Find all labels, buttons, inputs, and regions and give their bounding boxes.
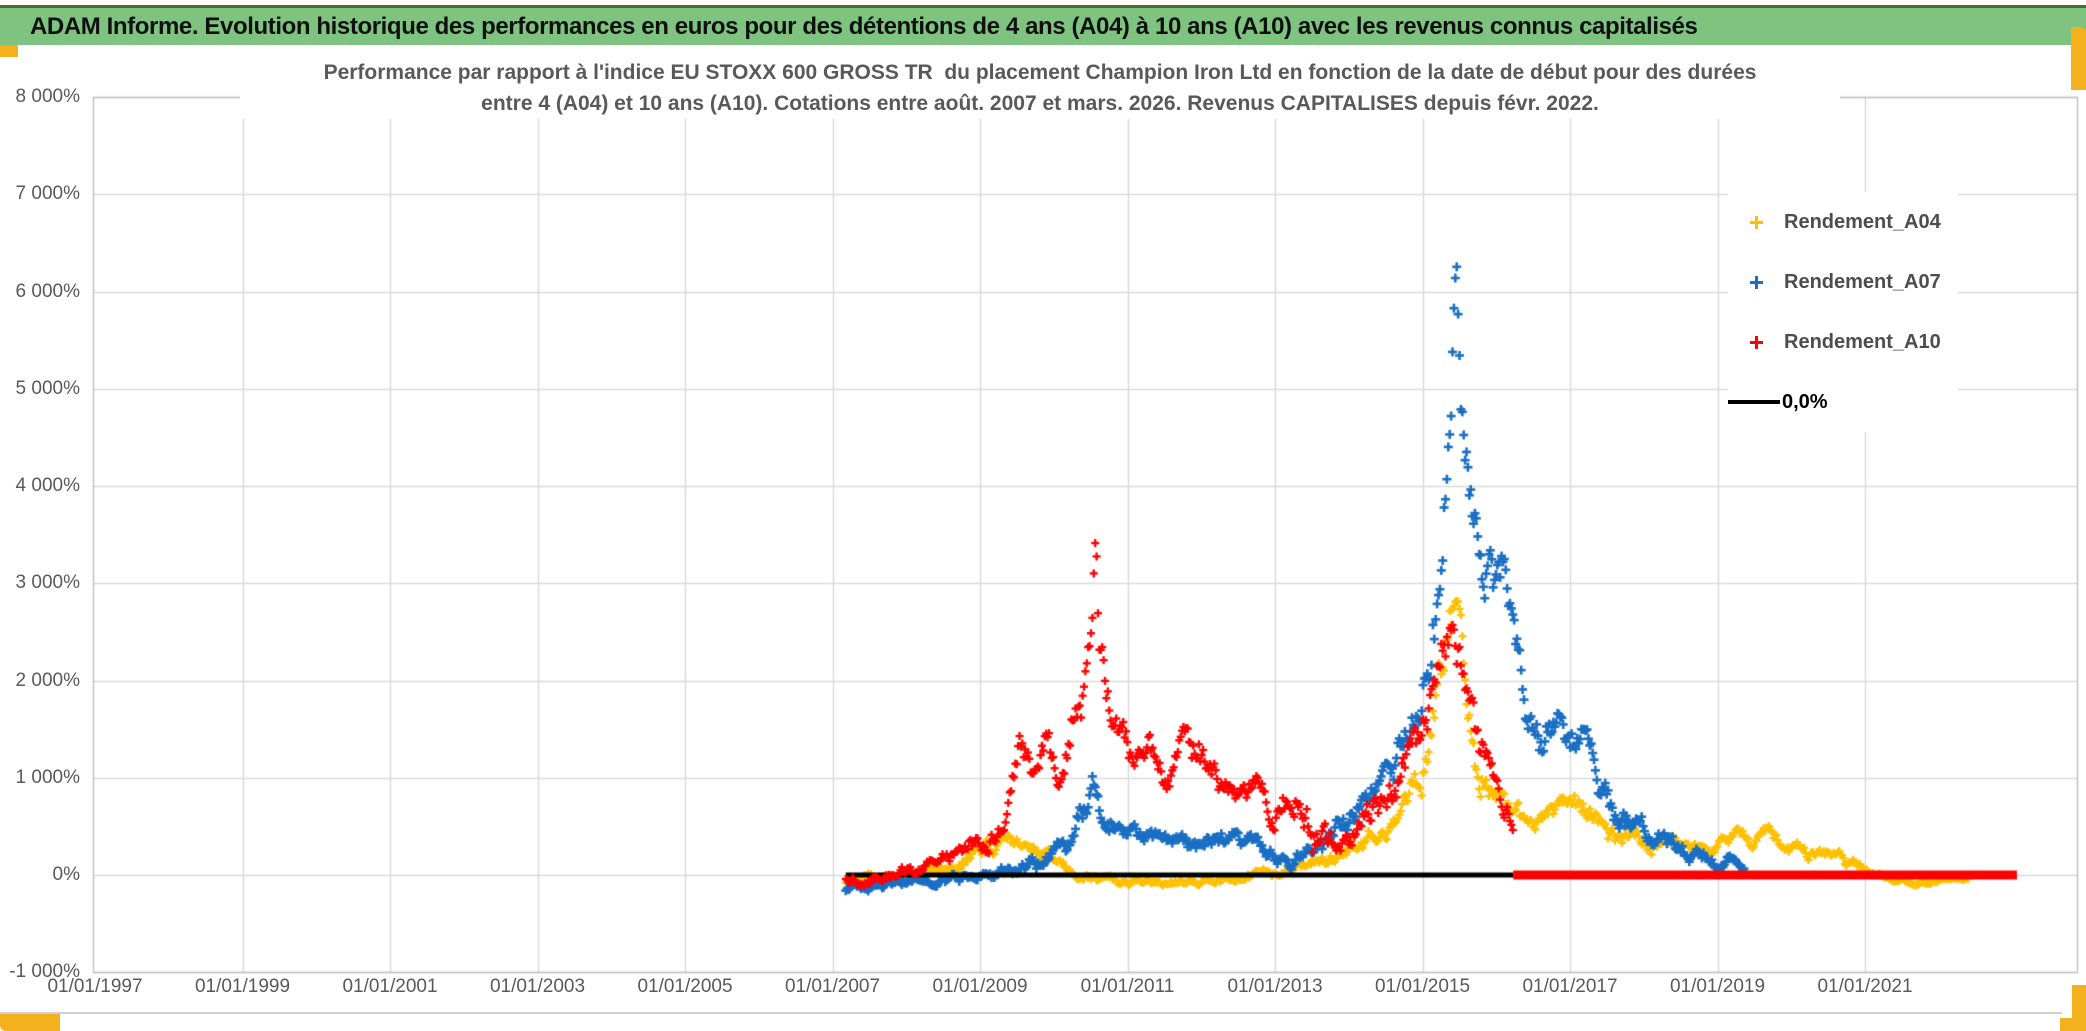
line-marker-icon — [1728, 400, 1780, 404]
y-axis-tick: -1 000% — [9, 961, 80, 983]
legend-item-zero-line[interactable]: 0,0% — [1728, 372, 1958, 432]
chart-title-line1: Performance par rapport à l'indice EU ST… — [323, 61, 1757, 84]
legend-label: 0,0% — [1782, 390, 1828, 413]
legend-item-rendement-a10[interactable]: Rendement_A10 — [1728, 312, 1958, 372]
y-axis-tick: 5 000% — [15, 377, 80, 399]
y-axis-tick: 1 000% — [15, 766, 80, 788]
y-axis-tick: 0% — [52, 864, 80, 885]
x-axis-tick: 01/01/2015 — [1374, 976, 1471, 997]
x-axis-tick: 01/01/2001 — [342, 976, 438, 997]
x-axis-tick: 01/01/1997 — [47, 976, 143, 997]
chart-title-line2: entre 4 (A04) et 10 ans (A10). Cotations… — [481, 92, 1599, 115]
plus-marker-icon — [1749, 335, 1764, 350]
plus-marker-icon — [1749, 215, 1764, 230]
x-axis-tick: 01/01/2011 — [1080, 976, 1175, 997]
x-axis-tick: 01/01/2005 — [637, 976, 733, 997]
x-axis-tick: 01/01/2009 — [932, 976, 1028, 997]
legend-label: Rendement_A04 — [1784, 210, 1941, 233]
legend-label: Rendement_A10 — [1784, 330, 1941, 353]
y-axis-tick: 6 000% — [15, 280, 80, 302]
y-axis-tick: 4 000% — [15, 475, 80, 496]
chart-legend[interactable]: Rendement_A04 Rendement_A07 Rendement_A1… — [1728, 192, 1958, 432]
x-axis-tick: 01/01/2013 — [1227, 976, 1323, 997]
legend-label: Rendement_A07 — [1784, 270, 1941, 293]
x-axis-tick: 01/01/2017 — [1522, 976, 1618, 997]
x-axis-tick: 01/01/2021 — [1817, 976, 1913, 997]
y-axis-tick: 8 000% — [15, 86, 80, 107]
x-axis-tick: 01/01/2003 — [489, 976, 586, 997]
x-axis-tick: 01/01/2019 — [1669, 976, 1766, 997]
x-axis-tick: 01/01/2007 — [784, 976, 881, 997]
legend-item-rendement-a04[interactable]: Rendement_A04 — [1728, 192, 1958, 252]
y-axis-tick: 2 000% — [15, 669, 80, 691]
chart-title: Performance par rapport à l'indice EU ST… — [240, 57, 1840, 119]
y-axis-tick: 7 000% — [15, 183, 80, 205]
y-axis-tick: 3 000% — [15, 572, 80, 594]
plus-marker-icon — [1749, 275, 1764, 290]
x-axis-tick: 01/01/1999 — [194, 976, 291, 997]
legend-item-rendement-a07[interactable]: Rendement_A07 — [1728, 252, 1958, 312]
